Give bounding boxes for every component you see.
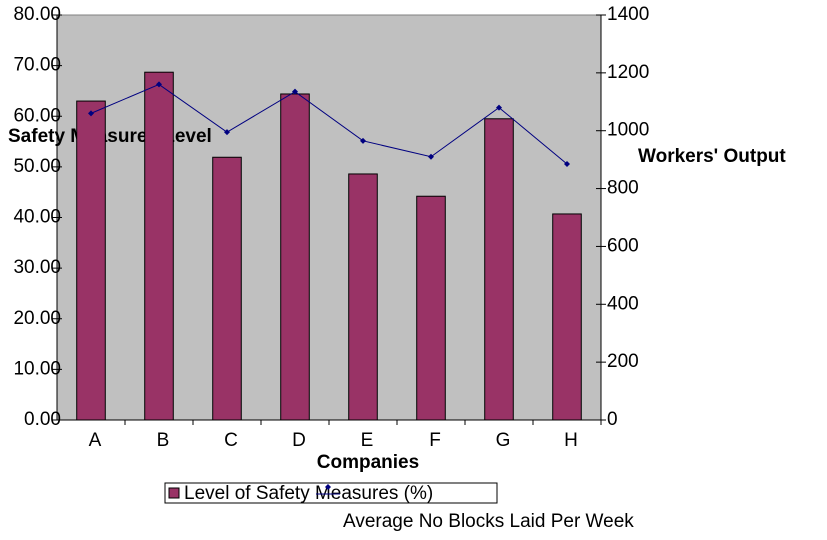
x-tick-label: A: [89, 430, 102, 451]
bar: [348, 173, 378, 421]
y-tick-label: 40.00: [13, 207, 61, 228]
y-tick-label: 10.00: [13, 358, 61, 379]
bar: [76, 100, 106, 421]
y-tick-label: 60.00: [13, 105, 61, 126]
y2-tick-label: 200: [607, 351, 639, 372]
line-marker: [292, 88, 298, 95]
x-tick-label: B: [157, 430, 170, 451]
x-tick-label: E: [361, 430, 374, 451]
y2-tick-label: 0: [607, 409, 618, 430]
x-tick-label: F: [429, 430, 441, 451]
y2-tick-label: 1000: [607, 120, 649, 141]
bar: [416, 195, 446, 421]
x-tick-label: C: [224, 430, 238, 451]
x-tick-label: H: [564, 430, 578, 451]
legend-label: Average No Blocks Laid Per Week: [343, 511, 634, 532]
bar: [484, 118, 514, 421]
y2-tick-label: 600: [607, 235, 639, 256]
legend-swatch: [168, 487, 180, 499]
y-tick-label: 80.00: [13, 4, 61, 25]
line-marker: [224, 129, 230, 136]
line-marker: [428, 153, 434, 160]
plot-area: [56, 14, 602, 421]
y2-axis-title: Workers' Output: [638, 146, 786, 167]
y-tick-label: 50.00: [13, 156, 61, 177]
line-marker: [156, 81, 162, 88]
line-marker: [564, 160, 570, 167]
y-tick-label: 0.00: [24, 409, 61, 430]
y2-tick-label: 800: [607, 178, 639, 199]
y2-tick-label: 1200: [607, 62, 649, 83]
line-marker: [496, 104, 502, 111]
legend-box: [164, 482, 498, 504]
x-tick-label: D: [292, 430, 306, 451]
line-marker: [88, 110, 94, 117]
line: [90, 83, 568, 165]
bar: [212, 156, 242, 421]
bar: [280, 93, 310, 421]
bar: [144, 71, 174, 421]
y-tick-label: 70.00: [13, 55, 61, 76]
x-axis-title: Companies: [317, 452, 419, 473]
y2-tick-label: 400: [607, 293, 639, 314]
x-tick-label: G: [496, 430, 511, 451]
y-tick-label: 20.00: [13, 308, 61, 329]
bar: [552, 213, 582, 421]
y-axis-title: Safety Measures Level: [8, 126, 212, 147]
line-marker: [360, 137, 366, 144]
y2-tick-label: 1400: [607, 4, 649, 25]
legend-marker: [325, 484, 331, 490]
y-tick-label: 30.00: [13, 257, 61, 278]
legend-label: Level of Safety Measures (%): [184, 483, 433, 504]
